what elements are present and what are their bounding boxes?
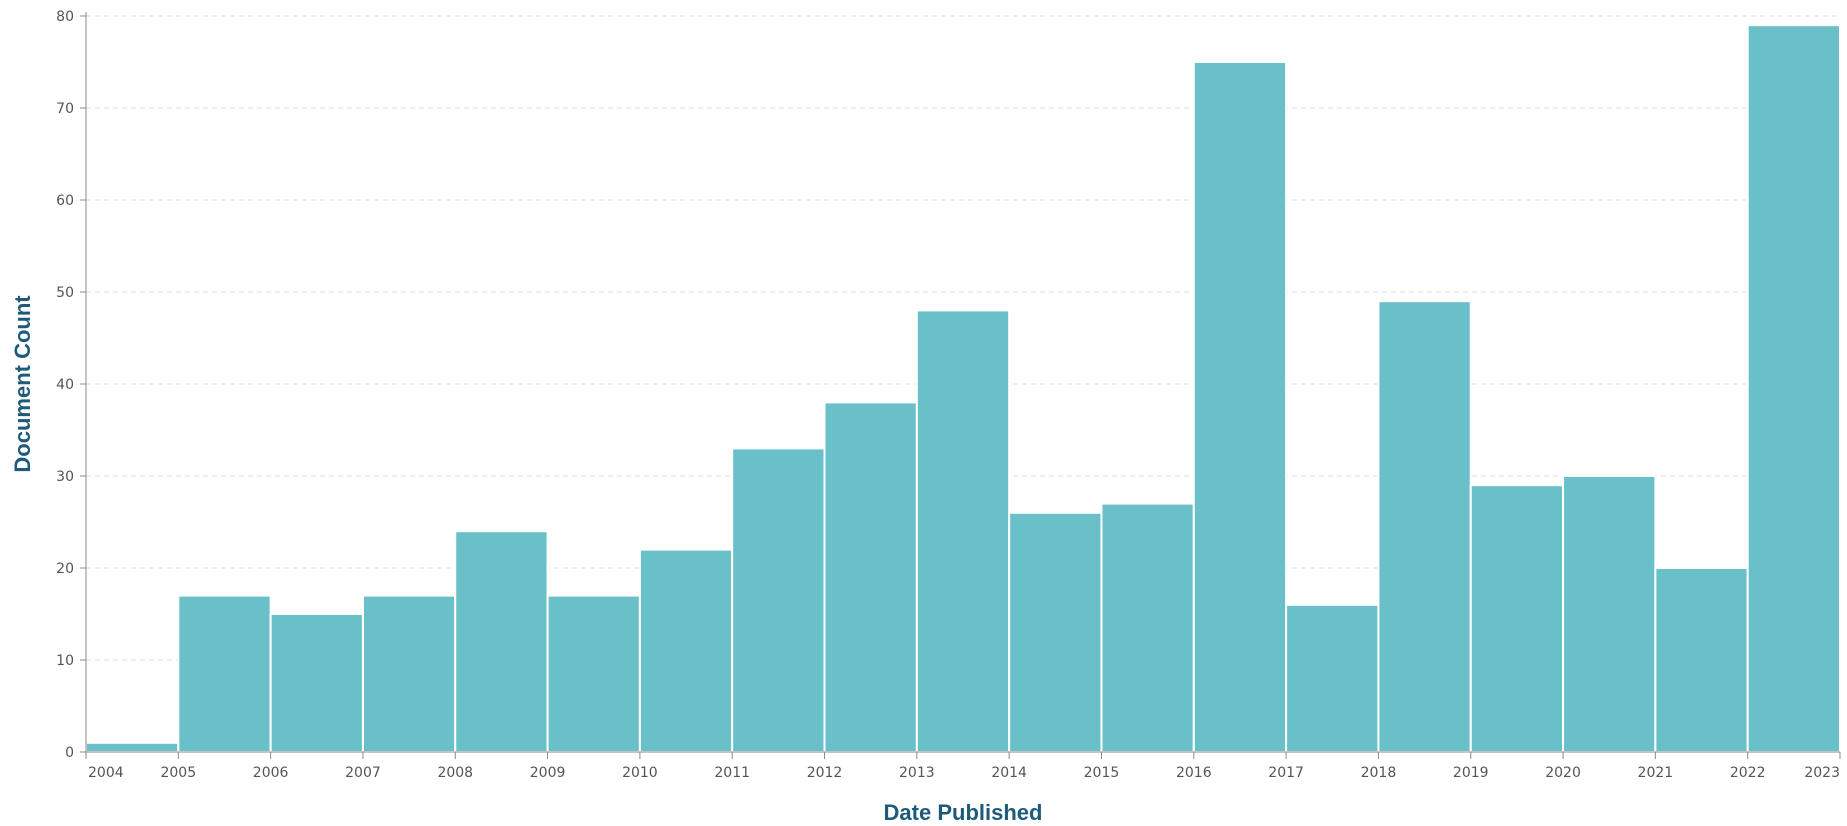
x-tick-label: 2020 bbox=[1545, 765, 1581, 781]
y-tick-label: 0 bbox=[65, 745, 74, 761]
y-tick-label: 20 bbox=[56, 561, 74, 577]
y-tick-label: 60 bbox=[56, 193, 74, 209]
x-tick-label: 2008 bbox=[437, 765, 473, 781]
x-tick-label: 2023 bbox=[1804, 765, 1840, 781]
histogram-bar-2004 bbox=[85, 741, 180, 753]
histogram-bar-2017 bbox=[1285, 603, 1380, 753]
histogram-bar-2015 bbox=[1100, 502, 1195, 753]
histogram-bar-2006 bbox=[269, 613, 364, 753]
axis-layer bbox=[80, 12, 1841, 759]
histogram-bar-2007 bbox=[361, 594, 457, 753]
x-tick-label: 2022 bbox=[1730, 765, 1766, 781]
histogram-bar-2008 bbox=[454, 530, 549, 754]
histogram-bar-2018 bbox=[1377, 300, 1472, 753]
y-axis-title: Document Count bbox=[10, 295, 35, 473]
histogram-bar-2019 bbox=[1469, 484, 1565, 753]
histogram-bar-2005 bbox=[177, 594, 272, 753]
y-tick-label: 30 bbox=[56, 469, 74, 485]
y-tick-label: 10 bbox=[56, 653, 74, 669]
x-tick-label: 2018 bbox=[1361, 765, 1397, 781]
label-layer: 0 10 20 30 40 50 60 70 80 2004 2005 2006 2007 2008 200… bbox=[56, 9, 1840, 781]
x-tick-label: 2010 bbox=[622, 765, 658, 781]
x-tick-label: 2017 bbox=[1268, 765, 1304, 781]
x-tick-label: 2006 bbox=[253, 765, 289, 781]
histogram-bar-2022 bbox=[1746, 24, 1841, 753]
histogram-bar-2014 bbox=[1008, 511, 1103, 753]
histogram-bar-2021 bbox=[1654, 567, 1749, 753]
x-tick-label: 2014 bbox=[991, 765, 1027, 781]
x-tick-label: 2009 bbox=[530, 765, 566, 781]
x-tick-label: 2015 bbox=[1084, 765, 1120, 781]
bar-layer bbox=[85, 24, 1841, 754]
histogram-bar-2016 bbox=[1192, 61, 1288, 753]
y-tick-label: 40 bbox=[56, 377, 74, 393]
x-tick-label: 2013 bbox=[899, 765, 935, 781]
y-tick-label: 80 bbox=[56, 9, 74, 25]
x-tick-label: 2004 bbox=[88, 765, 124, 781]
histogram-bar-2010 bbox=[638, 548, 734, 753]
histogram-bar-2011 bbox=[731, 447, 826, 753]
x-axis-title: Date Published bbox=[884, 800, 1043, 825]
histogram-bar-2020 bbox=[1562, 475, 1657, 753]
y-tick-label: 70 bbox=[56, 101, 74, 117]
x-tick-label: 2011 bbox=[714, 765, 750, 781]
x-tick-label: 2016 bbox=[1176, 765, 1212, 781]
x-tick-label: 2021 bbox=[1638, 765, 1674, 781]
x-tick-label: 2012 bbox=[807, 765, 843, 781]
histogram-bar-2013 bbox=[915, 309, 1011, 753]
histogram-bar-2009 bbox=[546, 594, 641, 753]
y-tick-label: 50 bbox=[56, 285, 74, 301]
x-tick-label: 2005 bbox=[160, 765, 196, 781]
x-tick-label: 2019 bbox=[1453, 765, 1489, 781]
x-tick-label: 2007 bbox=[345, 765, 381, 781]
histogram-bar-2012 bbox=[823, 401, 918, 753]
